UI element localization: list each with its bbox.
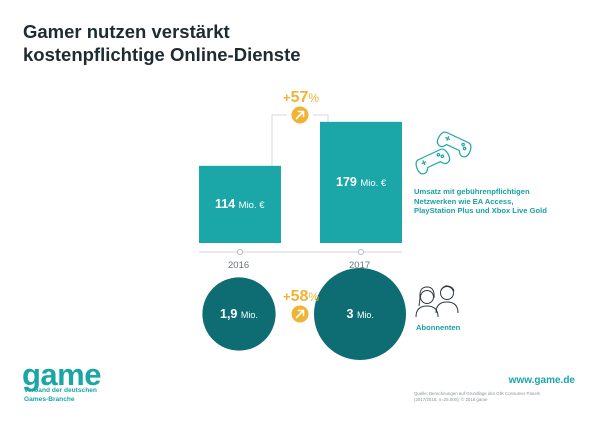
subscriber-change-percent: % (308, 290, 320, 304)
bar-value-2016: 114 (215, 197, 236, 212)
bubble-2016 (202, 277, 276, 351)
bar-2016 (199, 165, 281, 243)
revenue-caption-line-1: Umsatz mit gebührenpflichtigen (414, 187, 530, 196)
logo-subtitle-line-1: Verband der deutschen (24, 387, 97, 394)
user-icon-man (435, 285, 459, 314)
circle-value-label-2017: 3 Mio. (347, 307, 374, 321)
circle-unit-2016: Mio. (240, 310, 258, 320)
revenue-caption-line-3: PlayStation Plus und Xbox Live Gold (414, 206, 547, 215)
subscriber-arrow-up-icon-glyph (295, 309, 305, 319)
logo-subtitle-line-2: Games-Branche (24, 395, 75, 403)
year-marker-2016 (236, 248, 244, 256)
website-link[interactable]: www.game.de (508, 375, 575, 386)
circle-value-2017: 3 (346, 307, 354, 321)
page-title: Gamer nutzen verstärkt kostenpflichtige … (23, 20, 343, 66)
revenue-change-percent: % (308, 91, 320, 105)
bar-unit-2017: Mio. € (360, 177, 387, 189)
revenue-change-sign: + (283, 90, 291, 105)
bar-2017 (320, 121, 402, 243)
bar-value-2017: 179 (336, 174, 357, 189)
source-line-2: (2017/2016; n=25.000); © 2018 game (414, 396, 488, 402)
bar-unit-2016: Mio. € (238, 200, 265, 212)
revenue-caption-line-2: Netzwerken wie EA Access, (414, 196, 514, 206)
revenue-connector-left (271, 114, 287, 166)
game-logo: game (22, 357, 101, 392)
year-marker-2017 (357, 248, 365, 256)
year-label-2017: 2017 (349, 260, 371, 271)
title-line-1: Gamer nutzen verstärkt (23, 21, 230, 42)
subscriber-change-label: +58% (283, 288, 319, 306)
subscriber-caption: Abonnenten (416, 323, 461, 332)
title-line-2: kostenpflichtige Online-Dienste (23, 44, 301, 65)
user-icon-woman (415, 286, 439, 318)
logo-subtitle: Verband der deutschen Games-Branche (24, 387, 97, 404)
gamepad-icon-right (436, 131, 472, 158)
source-line-1: Quelle: Berechnungen auf Grundlage des G… (414, 391, 540, 396)
bar-value-label-2017: 179 Mio. € (336, 175, 386, 189)
revenue-caption: Umsatz mit gebührenpflichtigen Netzwerke… (414, 187, 564, 216)
circle-value-2016: 1,9 (220, 307, 238, 321)
revenue-connector-right (313, 114, 329, 122)
subscriber-change-sign: + (283, 289, 291, 304)
circle-value-label-2016: 1,9 Mio. (220, 307, 258, 321)
circle-unit-2017: Mio. (356, 310, 374, 320)
bubble-2017 (314, 268, 406, 360)
revenue-change-number: 57 (290, 89, 309, 106)
year-label-2016: 2016 (228, 260, 250, 271)
subscriber-change-number: 58 (290, 288, 309, 305)
revenue-arrow-up-icon-glyph (295, 110, 305, 120)
source-note: Quelle: Berechnungen auf Grundlage des G… (414, 391, 579, 402)
gamepad-icon-left (415, 148, 451, 175)
revenue-change-label: +57% (283, 89, 319, 107)
bar-value-label-2016: 114 Mio. € (215, 197, 265, 211)
